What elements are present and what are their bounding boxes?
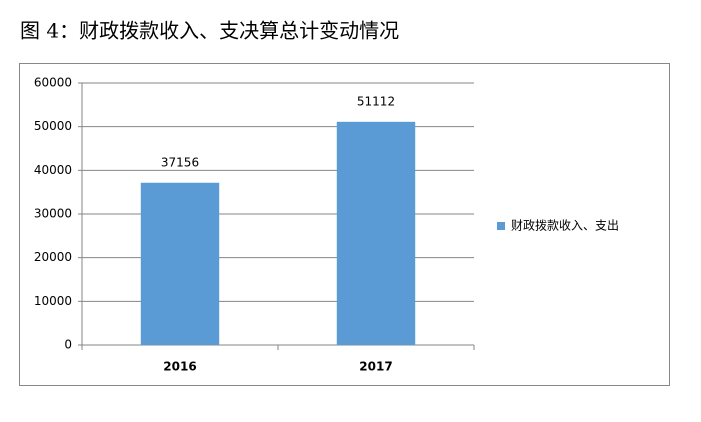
data-label: 37156 — [161, 155, 199, 169]
legend-label: 财政拨款收入、支出 — [511, 219, 619, 233]
chart-title: 图 4：财政拨款收入、支决算总计变动情况 — [20, 19, 399, 43]
y-tick-label: 40000 — [34, 163, 72, 177]
y-tick-label: 0 — [64, 338, 72, 352]
y-tick-label: 60000 — [34, 76, 72, 90]
data-label: 51112 — [357, 94, 395, 108]
y-tick-label: 10000 — [34, 294, 72, 308]
x-tick-label: 2017 — [359, 360, 392, 374]
legend-swatch — [497, 222, 505, 230]
y-tick-label: 30000 — [34, 207, 72, 221]
bar — [336, 121, 416, 345]
y-tick-label: 50000 — [34, 119, 72, 133]
x-tick-label: 2016 — [163, 360, 196, 374]
y-tick-label: 20000 — [34, 250, 72, 264]
chart-frame — [19, 63, 670, 386]
bar — [140, 182, 220, 345]
